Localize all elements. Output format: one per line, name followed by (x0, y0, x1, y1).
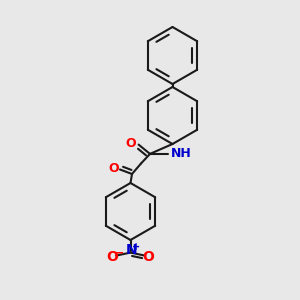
Text: O: O (142, 250, 154, 264)
Text: NH: NH (171, 147, 192, 160)
Text: −: − (114, 246, 124, 259)
Text: O: O (106, 250, 119, 264)
Text: O: O (108, 161, 119, 175)
Text: O: O (126, 136, 136, 150)
Text: +: + (132, 242, 140, 252)
Text: N: N (126, 243, 137, 256)
